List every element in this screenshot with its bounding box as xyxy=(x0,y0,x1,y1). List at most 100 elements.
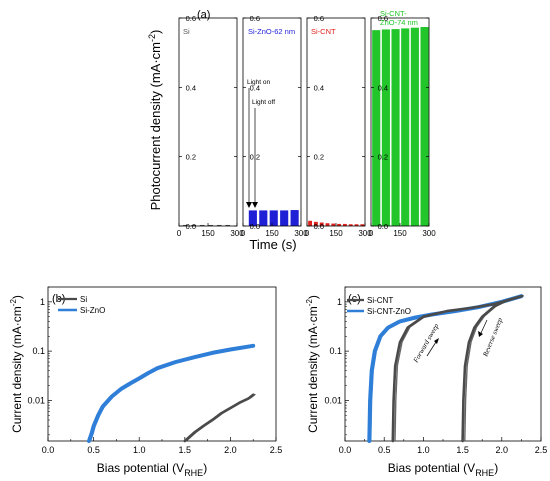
subplot-si-zno-62-nm: 0 150 300 0.0 0.2 0.4 0.6 Si-ZnO-62 nm xyxy=(241,14,308,238)
pulse-si-zno-62-nm-3 xyxy=(269,210,278,226)
pulse-si-cnt-zno-74-nm-4 xyxy=(401,28,410,227)
panel-b-xlabel: Bias potential (VRHE) xyxy=(97,461,207,478)
pulse-si-zno-62-nm-1 xyxy=(248,210,257,226)
pulse-si-cnt-7 xyxy=(342,223,347,226)
pulse-si-cnt-2 xyxy=(313,221,318,226)
legend-label-si-cnt: Si-CNT xyxy=(367,296,393,305)
pulse-si-zno-62-nm-2 xyxy=(259,210,268,226)
pulse-si-5 xyxy=(216,224,222,226)
arrow-light-on-head xyxy=(246,202,252,208)
x-tick-label: 300 xyxy=(422,229,436,238)
pulse-si-cnt-6 xyxy=(337,223,342,226)
x-tick-label: 0 xyxy=(177,229,182,238)
pulse-si-cnt-zno-74-nm-1 xyxy=(372,30,381,227)
pulse-si-cnt-8 xyxy=(348,224,353,226)
subplot-si-cnt: 0 150 300 0.0 0.2 0.4 0.6 Si-CNT xyxy=(305,14,372,238)
arrow-reverse xyxy=(480,319,488,334)
x-tick-label: 0.0 xyxy=(339,445,352,455)
y-tick-label: 0.1 xyxy=(329,346,342,356)
x-tick-label: 1.5 xyxy=(179,445,192,455)
y-tick-label: 0.0 xyxy=(250,222,260,231)
subplot-title: Si-ZnO-62 nm xyxy=(248,27,295,36)
arrow-forward-head xyxy=(434,338,439,344)
subplot-title: Si-CNT xyxy=(311,27,336,36)
x-tick-label: 300 xyxy=(230,229,244,238)
pulse-si-cnt-1 xyxy=(308,220,313,226)
y-tick-label: 0.0 xyxy=(314,222,324,231)
y-tick-label: 0.01 xyxy=(324,395,342,405)
x-tick-label: 1.5 xyxy=(456,445,469,455)
x-tick-label: 0 xyxy=(369,229,374,238)
subplot-si: 0 150 300 0.0 0.2 0.4 0.6 Si xyxy=(177,14,244,238)
annotation-light-off: Light off xyxy=(252,99,275,106)
panel-a-ylabel: Photocurrent density (mA·cm-2) xyxy=(147,30,163,211)
x-tick-label: 0.0 xyxy=(42,445,55,455)
panel-c: (c) Current density (mA·cm-2) Bias poten… xyxy=(305,286,547,478)
series-si-2-return-sweep xyxy=(186,393,256,441)
y-tick-label: 0.2 xyxy=(378,153,388,162)
y-tick-label: 0.6 xyxy=(250,14,260,23)
subplot-frame xyxy=(306,17,366,227)
pulse-si-cnt-3 xyxy=(319,222,324,226)
subplot-title: Si-CNT- xyxy=(380,9,407,18)
panel-b-ylabel: Current density (mA·cm-2) xyxy=(9,295,24,433)
y-tick-label: 0.4 xyxy=(314,83,324,92)
annotation-light-on: Light on xyxy=(247,79,271,86)
pulse-si-1 xyxy=(182,224,188,226)
series-si-zno-1 xyxy=(87,343,256,443)
pulse-si-zno-62-nm-5 xyxy=(290,210,299,226)
pulse-si-cnt-9 xyxy=(354,224,359,226)
x-tick-label: 300 xyxy=(294,229,308,238)
x-tick-label: 0 xyxy=(305,229,310,238)
series-si-cnt-3 xyxy=(461,294,523,443)
y-tick-label: 1 xyxy=(337,297,342,307)
legend-label-si: Si xyxy=(80,295,87,304)
pulse-si-cnt-4 xyxy=(325,223,330,226)
pulse-si-cnt-zno-74-nm-6 xyxy=(420,27,429,226)
y-tick-label: 1 xyxy=(40,297,45,307)
y-tick-label: 0.1 xyxy=(32,346,45,356)
y-tick-label: 0.0 xyxy=(186,222,196,231)
x-tick-label: 150 xyxy=(201,229,215,238)
y-tick-label: 0.0 xyxy=(378,222,388,231)
pulse-si-cnt-5 xyxy=(331,223,336,226)
panel-c-legend: Si-CNT Si-CNT-ZnO xyxy=(347,296,411,316)
x-tick-label: 2.0 xyxy=(224,445,237,455)
panel-b-legend: Si Si-ZnO xyxy=(58,295,105,315)
x-tick-label: 2.0 xyxy=(496,445,509,455)
y-tick-label: 0.4 xyxy=(186,83,196,92)
x-tick-label: 150 xyxy=(265,229,279,238)
pulse-si-cnt-zno-74-nm-3 xyxy=(391,29,400,226)
subplot-si-cnt-zno-74-nm: 0 150 300 0.0 0.2 0.4 0.6Si-CNT-ZnO-74 nm xyxy=(369,9,436,238)
panel-a-label: (a) xyxy=(197,9,210,21)
panel-c-xlabel: Bias potential (VRHE) xyxy=(388,461,498,478)
annotation-forward-sweep: Forward sweep xyxy=(411,322,440,365)
subplot-title: Si xyxy=(183,27,190,36)
arrow-light-off-head xyxy=(252,202,258,208)
y-tick-label: 0.4 xyxy=(378,83,388,92)
subplot-frame xyxy=(178,17,238,227)
y-tick-label: 0.4 xyxy=(250,83,260,92)
x-tick-label: 150 xyxy=(329,229,343,238)
x-tick-label: 0.5 xyxy=(87,445,100,455)
x-tick-label: 1.0 xyxy=(417,445,430,455)
pulse-si-zno-62-nm-4 xyxy=(280,210,289,226)
y-tick-label: 0.2 xyxy=(314,153,324,162)
x-tick-label: 1.0 xyxy=(133,445,146,455)
panel-b: (b) Current density (mA·cm-2) Bias poten… xyxy=(9,286,282,478)
pulse-si-4 xyxy=(208,224,214,226)
pulse-si-2 xyxy=(191,224,197,226)
x-tick-label: 0 xyxy=(241,229,246,238)
y-tick-label: 0.2 xyxy=(250,153,260,162)
y-tick-label: 0.01 xyxy=(27,395,45,405)
x-tick-label: 150 xyxy=(393,229,407,238)
y-tick-label: 0.6 xyxy=(314,14,324,23)
legend-label-si-cnt-zno: Si-CNT-ZnO xyxy=(367,307,411,316)
y-tick-label: 0.6 xyxy=(378,14,388,23)
pulse-si-cnt-10 xyxy=(360,224,365,226)
x-tick-label: 0.5 xyxy=(378,445,391,455)
pulse-si-6 xyxy=(225,224,231,226)
y-tick-label: 0.6 xyxy=(186,14,196,23)
pulse-si-cnt-zno-74-nm-5 xyxy=(410,27,419,227)
